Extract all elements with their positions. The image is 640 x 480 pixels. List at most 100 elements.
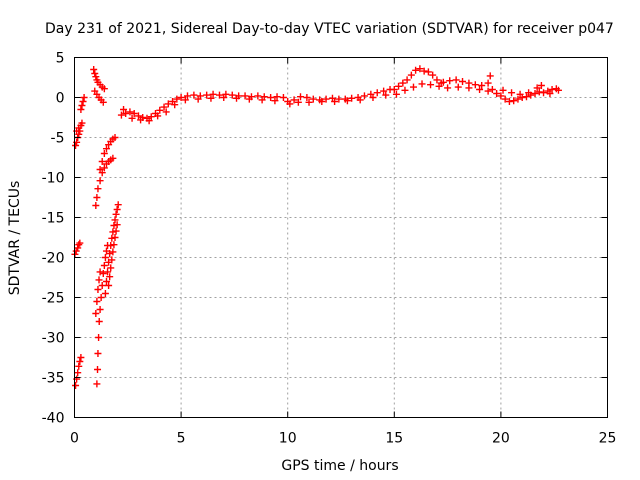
y-axis-label: SDTVAR / TECUs: [7, 181, 23, 296]
data-point: [493, 90, 501, 97]
data-point: [92, 73, 100, 81]
data-point: [395, 82, 403, 90]
data-point: [156, 106, 164, 114]
data-point: [75, 362, 83, 370]
data-point: [106, 250, 114, 257]
data-point: [100, 164, 108, 172]
data-point: [380, 87, 388, 95]
data-point: [418, 80, 426, 88]
data-point: [100, 262, 108, 269]
data-point: [446, 77, 454, 85]
y-tick-label: -35: [42, 371, 65, 387]
data-point: [94, 286, 102, 293]
data-point: [109, 154, 117, 162]
data-point: [444, 84, 452, 92]
axis-ticks: [74, 57, 608, 418]
data-point: [137, 116, 145, 124]
data-point: [74, 244, 82, 252]
data-point: [72, 142, 80, 149]
data-point: [96, 166, 104, 173]
data-point: [309, 95, 317, 103]
data-point: [147, 113, 155, 121]
data-point: [215, 91, 223, 99]
grid-lines: [74, 57, 608, 418]
data-point: [465, 84, 473, 92]
data-point: [484, 79, 492, 87]
data-point: [335, 95, 343, 103]
data-point: [122, 110, 130, 117]
data-point: [540, 89, 548, 97]
data-point: [554, 86, 562, 94]
data-point: [348, 94, 356, 102]
data-point: [273, 93, 281, 101]
data-point: [478, 82, 486, 89]
data-point: [209, 90, 217, 98]
data-point: [228, 91, 236, 99]
data-point: [390, 86, 398, 93]
data-point: [109, 248, 117, 256]
data-point: [98, 282, 106, 289]
data-point: [233, 94, 241, 102]
data-point: [322, 95, 330, 103]
data-point: [94, 366, 102, 373]
data-point: [537, 82, 545, 89]
data-point: [130, 110, 138, 117]
data-point: [254, 92, 262, 100]
data-point: [303, 94, 311, 101]
data-point: [516, 90, 524, 98]
data-point: [296, 93, 304, 101]
data-point: [111, 234, 119, 241]
data-point: [113, 221, 121, 229]
data-point: [105, 282, 113, 289]
data-point: [75, 241, 83, 249]
data-point: [110, 222, 118, 229]
data-point: [112, 227, 120, 235]
data-point: [114, 201, 122, 209]
data-point: [399, 79, 407, 87]
data-point: [99, 270, 107, 277]
x-tick-label: 0: [70, 431, 79, 447]
data-point: [331, 98, 339, 105]
data-point: [369, 94, 377, 101]
x-tick-label: 10: [279, 431, 297, 447]
data-point: [499, 86, 507, 94]
data-point: [439, 78, 447, 86]
data-point: [546, 90, 554, 97]
data-point: [90, 66, 98, 73]
data-point: [101, 290, 109, 297]
data-point: [108, 234, 116, 242]
data-point: [207, 94, 215, 102]
data-point: [382, 91, 390, 99]
data-point: [102, 278, 110, 285]
data-point: [76, 239, 84, 247]
data-point: [95, 318, 103, 325]
data-point: [93, 194, 101, 201]
data-point: [96, 268, 104, 276]
data-point: [318, 98, 326, 105]
data-point: [93, 380, 101, 388]
x-tick-label: 25: [599, 431, 617, 447]
data-point: [241, 92, 249, 100]
data-point: [94, 350, 102, 357]
data-point: [96, 306, 104, 313]
data-point: [420, 67, 428, 75]
data-point: [100, 85, 108, 93]
data-point: [160, 103, 168, 111]
data-point: [76, 358, 84, 365]
data-point: [94, 185, 102, 193]
chart-title: Day 231 of 2021, Sidereal Day-to-day VTE…: [45, 21, 614, 37]
data-point: [117, 111, 125, 119]
data-point: [92, 202, 100, 209]
data-point: [108, 256, 116, 264]
data-point: [407, 71, 415, 79]
data-point: [79, 98, 87, 105]
data-point: [72, 247, 80, 255]
y-tick-label: -30: [42, 331, 65, 347]
data-point: [128, 114, 136, 122]
data-point: [267, 94, 275, 101]
data-point: [173, 95, 181, 103]
data-point: [271, 97, 279, 105]
data-point: [95, 276, 103, 284]
y-tick-label: -5: [51, 131, 65, 147]
data-point: [110, 241, 118, 249]
